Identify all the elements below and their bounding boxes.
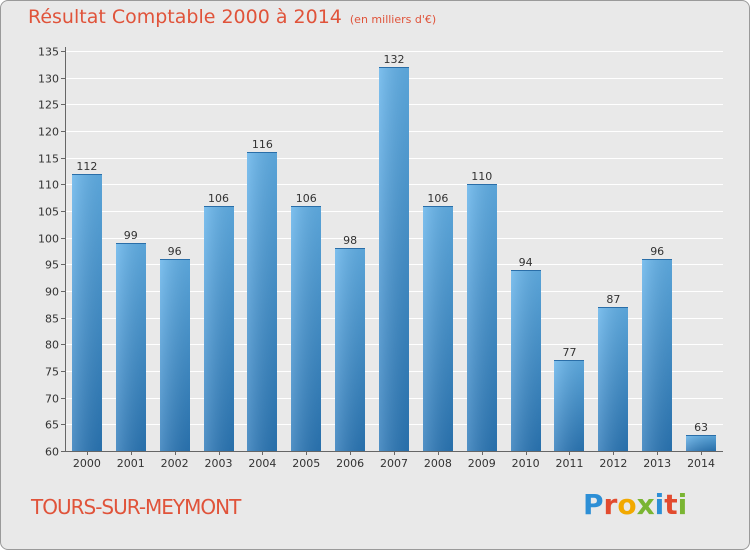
value-label-2011: 77 <box>562 346 576 359</box>
ytick-label-105: 105 <box>38 206 59 219</box>
chart-title: Résultat Comptable 2000 à 2014 (en millie… <box>28 6 436 28</box>
data-labels: 112 99 96 106 116 106 98 132 106 110 94 77 87 96 63 <box>76 53 708 434</box>
ytick-label-90: 90 <box>45 286 59 299</box>
logo-letter: o <box>617 488 637 521</box>
ytick-label-80: 80 <box>45 339 59 352</box>
value-label-2001: 99 <box>124 229 138 242</box>
axes: 60 65 70 75 80 85 90 95 100 105 110 115 120 125 130 135… <box>38 46 723 470</box>
xtick-label-2007: 2007 <box>380 457 408 470</box>
bar-shade-2000 <box>72 174 102 451</box>
bar-shade-2003 <box>204 206 234 451</box>
xtick-label-2005: 2005 <box>292 457 320 470</box>
value-label-2014: 63 <box>694 421 708 434</box>
city-name: TOURS-SUR-MEYMONT <box>31 495 241 519</box>
value-label-2010: 94 <box>519 256 533 269</box>
value-label-2008: 106 <box>427 192 448 205</box>
bar-shade-2008 <box>423 206 453 451</box>
value-label-2004: 116 <box>252 138 273 151</box>
chart-title-text: Résultat Comptable 2000 à 2014 <box>28 6 342 28</box>
ytick-label-110: 110 <box>38 179 59 192</box>
xtick-label-2010: 2010 <box>512 457 540 470</box>
bar-series <box>72 67 716 451</box>
xtick-label-2000: 2000 <box>73 457 101 470</box>
ytick-label-65: 65 <box>45 419 59 432</box>
logo-letter: x <box>636 488 655 521</box>
value-label-2002: 96 <box>168 245 182 258</box>
logo-letter: t <box>664 488 678 521</box>
value-label-2013: 96 <box>650 245 664 258</box>
ytick-label-70: 70 <box>45 393 59 406</box>
value-label-2000: 112 <box>76 160 97 173</box>
proxiti-logo[interactable]: Proxiti <box>583 488 687 521</box>
ytick-label-95: 95 <box>45 259 59 272</box>
xtick-label-2004: 2004 <box>248 457 276 470</box>
xtick-label-2009: 2009 <box>468 457 496 470</box>
xtick-label-2002: 2002 <box>161 457 189 470</box>
logo-letter: P <box>583 488 604 521</box>
bar-shade-2004 <box>247 152 277 451</box>
bar-shade-2013 <box>642 259 672 451</box>
bar-shade-2005 <box>291 206 321 451</box>
ytick-label-120: 120 <box>38 126 59 139</box>
xtick-label-2012: 2012 <box>599 457 627 470</box>
ytick-label-75: 75 <box>45 366 59 379</box>
bar-shade-2012 <box>598 307 628 451</box>
bar-shade-2010 <box>511 270 541 451</box>
bar-shade-2002 <box>160 259 190 451</box>
value-label-2003: 106 <box>208 192 229 205</box>
xtick-label-2006: 2006 <box>336 457 364 470</box>
value-label-2012: 87 <box>606 293 620 306</box>
logo-letter: i <box>654 488 665 521</box>
value-label-2009: 110 <box>471 170 492 183</box>
logo-letter: i <box>677 488 688 521</box>
chart-unit-label: (en milliers d'€) <box>349 13 437 26</box>
xtick-label-2001: 2001 <box>117 457 145 470</box>
value-label-2007: 132 <box>384 53 405 66</box>
bar-shade-2007 <box>379 67 409 451</box>
ytick-label-125: 125 <box>38 99 59 112</box>
ytick-label-130: 130 <box>38 73 59 86</box>
xtick-label-2008: 2008 <box>424 457 452 470</box>
ytick-label-60: 60 <box>45 446 59 459</box>
ytick-label-85: 85 <box>45 313 59 326</box>
ytick-label-115: 115 <box>38 153 59 166</box>
xtick-label-2003: 2003 <box>205 457 233 470</box>
bar-shade-2001 <box>116 243 146 451</box>
bar-shade-2006 <box>335 248 365 451</box>
bar-shade-2011 <box>554 360 584 451</box>
value-label-2006: 98 <box>343 234 357 247</box>
xtick-label-2013: 2013 <box>643 457 671 470</box>
logo-letter: r <box>603 488 618 521</box>
bar-shade-2014 <box>686 435 716 451</box>
ytick-label-100: 100 <box>38 233 59 246</box>
xtick-label-2011: 2011 <box>555 457 583 470</box>
xtick-label-2014: 2014 <box>687 457 715 470</box>
bar-shade-2009 <box>467 184 497 451</box>
value-label-2005: 106 <box>296 192 317 205</box>
ytick-label-135: 135 <box>38 46 59 59</box>
